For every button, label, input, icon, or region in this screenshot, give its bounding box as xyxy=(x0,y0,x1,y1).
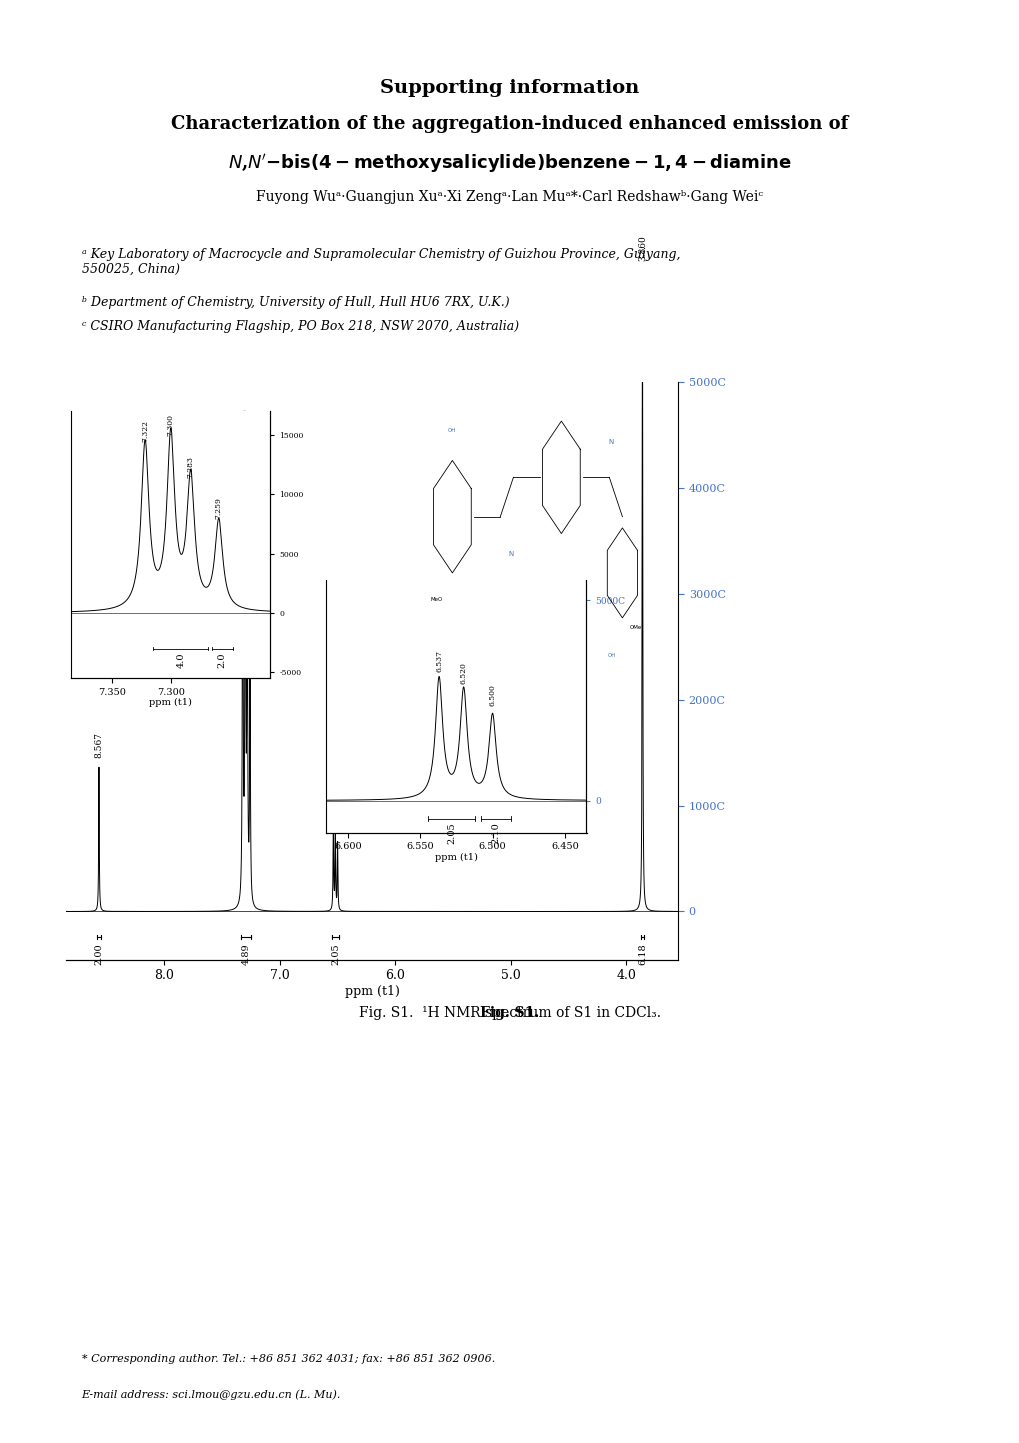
Text: ᵃ Key Laboratory of Macrocycle and Supramolecular Chemistry of Guizhou Province,: ᵃ Key Laboratory of Macrocycle and Supra… xyxy=(82,248,680,276)
Text: Fig. S1.  ¹H NMR spectrum of S1 in CDCl₃.: Fig. S1. ¹H NMR spectrum of S1 in CDCl₃. xyxy=(359,1006,660,1020)
Text: 6.537: 6.537 xyxy=(435,651,442,672)
Text: ᶜ CSIRO Manufacturing Flagship, PO Box 218, NSW 2070, Australia): ᶜ CSIRO Manufacturing Flagship, PO Box 2… xyxy=(82,320,519,333)
Text: OH: OH xyxy=(606,654,615,658)
Text: E-mail address: sci.lmou@gzu.edu.cn (L. Mu).: E-mail address: sci.lmou@gzu.edu.cn (L. … xyxy=(82,1390,340,1400)
Text: 3.860: 3.860 xyxy=(637,235,646,261)
Text: OH: OH xyxy=(447,429,457,433)
Text: ᵇ Department of Chemistry, University of Hull, Hull HU6 7RX, U.K.): ᵇ Department of Chemistry, University of… xyxy=(82,296,508,309)
Text: 7.259: 7.259 xyxy=(215,498,222,519)
Text: 7.259: 7.259 xyxy=(246,632,255,658)
Text: 6.18: 6.18 xyxy=(637,944,646,965)
Text: 6.520: 6.520 xyxy=(330,788,339,814)
Text: N: N xyxy=(508,551,514,557)
Text: 4.0: 4.0 xyxy=(176,652,185,668)
Text: 7.322: 7.322 xyxy=(141,420,149,442)
Text: 7.300: 7.300 xyxy=(167,414,174,436)
Text: 7.300: 7.300 xyxy=(240,408,250,434)
X-axis label: ppm (t1): ppm (t1) xyxy=(149,698,193,707)
Text: Supporting information: Supporting information xyxy=(380,79,639,97)
Text: 7.283: 7.283 xyxy=(243,521,252,545)
Text: N: N xyxy=(608,439,613,444)
Text: MeO: MeO xyxy=(431,597,443,602)
Text: 6.520: 6.520 xyxy=(460,662,468,684)
Text: $\mathit{N}$,$\mathit{N}$$\mathbf{'}$$\mathbf{-bis(4-methoxysalicylide) benzene-: $\mathit{N}$,$\mathit{N}$$\mathbf{'}$$\m… xyxy=(228,152,791,175)
Text: 2.00: 2.00 xyxy=(95,944,104,965)
Text: 6.500: 6.500 xyxy=(488,684,496,706)
Text: 2.0: 2.0 xyxy=(218,652,226,668)
Text: 7.283: 7.283 xyxy=(186,456,195,478)
Text: 7.322: 7.322 xyxy=(238,418,247,443)
Text: * Corresponding author. Tel.: +86 851 362 4031; fax: +86 851 362 0906.: * Corresponding author. Tel.: +86 851 36… xyxy=(82,1354,494,1364)
Text: 2.05: 2.05 xyxy=(446,823,455,844)
Text: Characterization of the aggregation-induced enhanced emission of: Characterization of the aggregation-indu… xyxy=(171,115,848,133)
Text: 2.05: 2.05 xyxy=(331,944,339,965)
Text: 6.537: 6.537 xyxy=(328,779,337,805)
Text: 8.567: 8.567 xyxy=(95,732,103,758)
Text: 2.10: 2.10 xyxy=(491,823,500,844)
Text: 4.89: 4.89 xyxy=(242,944,251,965)
Text: 6.500: 6.500 xyxy=(333,805,341,831)
Text: Fig. S1.: Fig. S1. xyxy=(480,1006,539,1020)
Text: Fuyong Wuᵃ·Guangjun Xuᵃ·Xi Zengᵃ·Lan Muᵃ*·Carl Redshawᵇ·Gang Weiᶜ: Fuyong Wuᵃ·Guangjun Xuᵃ·Xi Zengᵃ·Lan Muᵃ… xyxy=(256,190,763,205)
X-axis label: ppm (t1): ppm (t1) xyxy=(344,986,399,999)
Text: OMe: OMe xyxy=(629,625,641,631)
X-axis label: ppm (t1): ppm (t1) xyxy=(434,853,478,861)
